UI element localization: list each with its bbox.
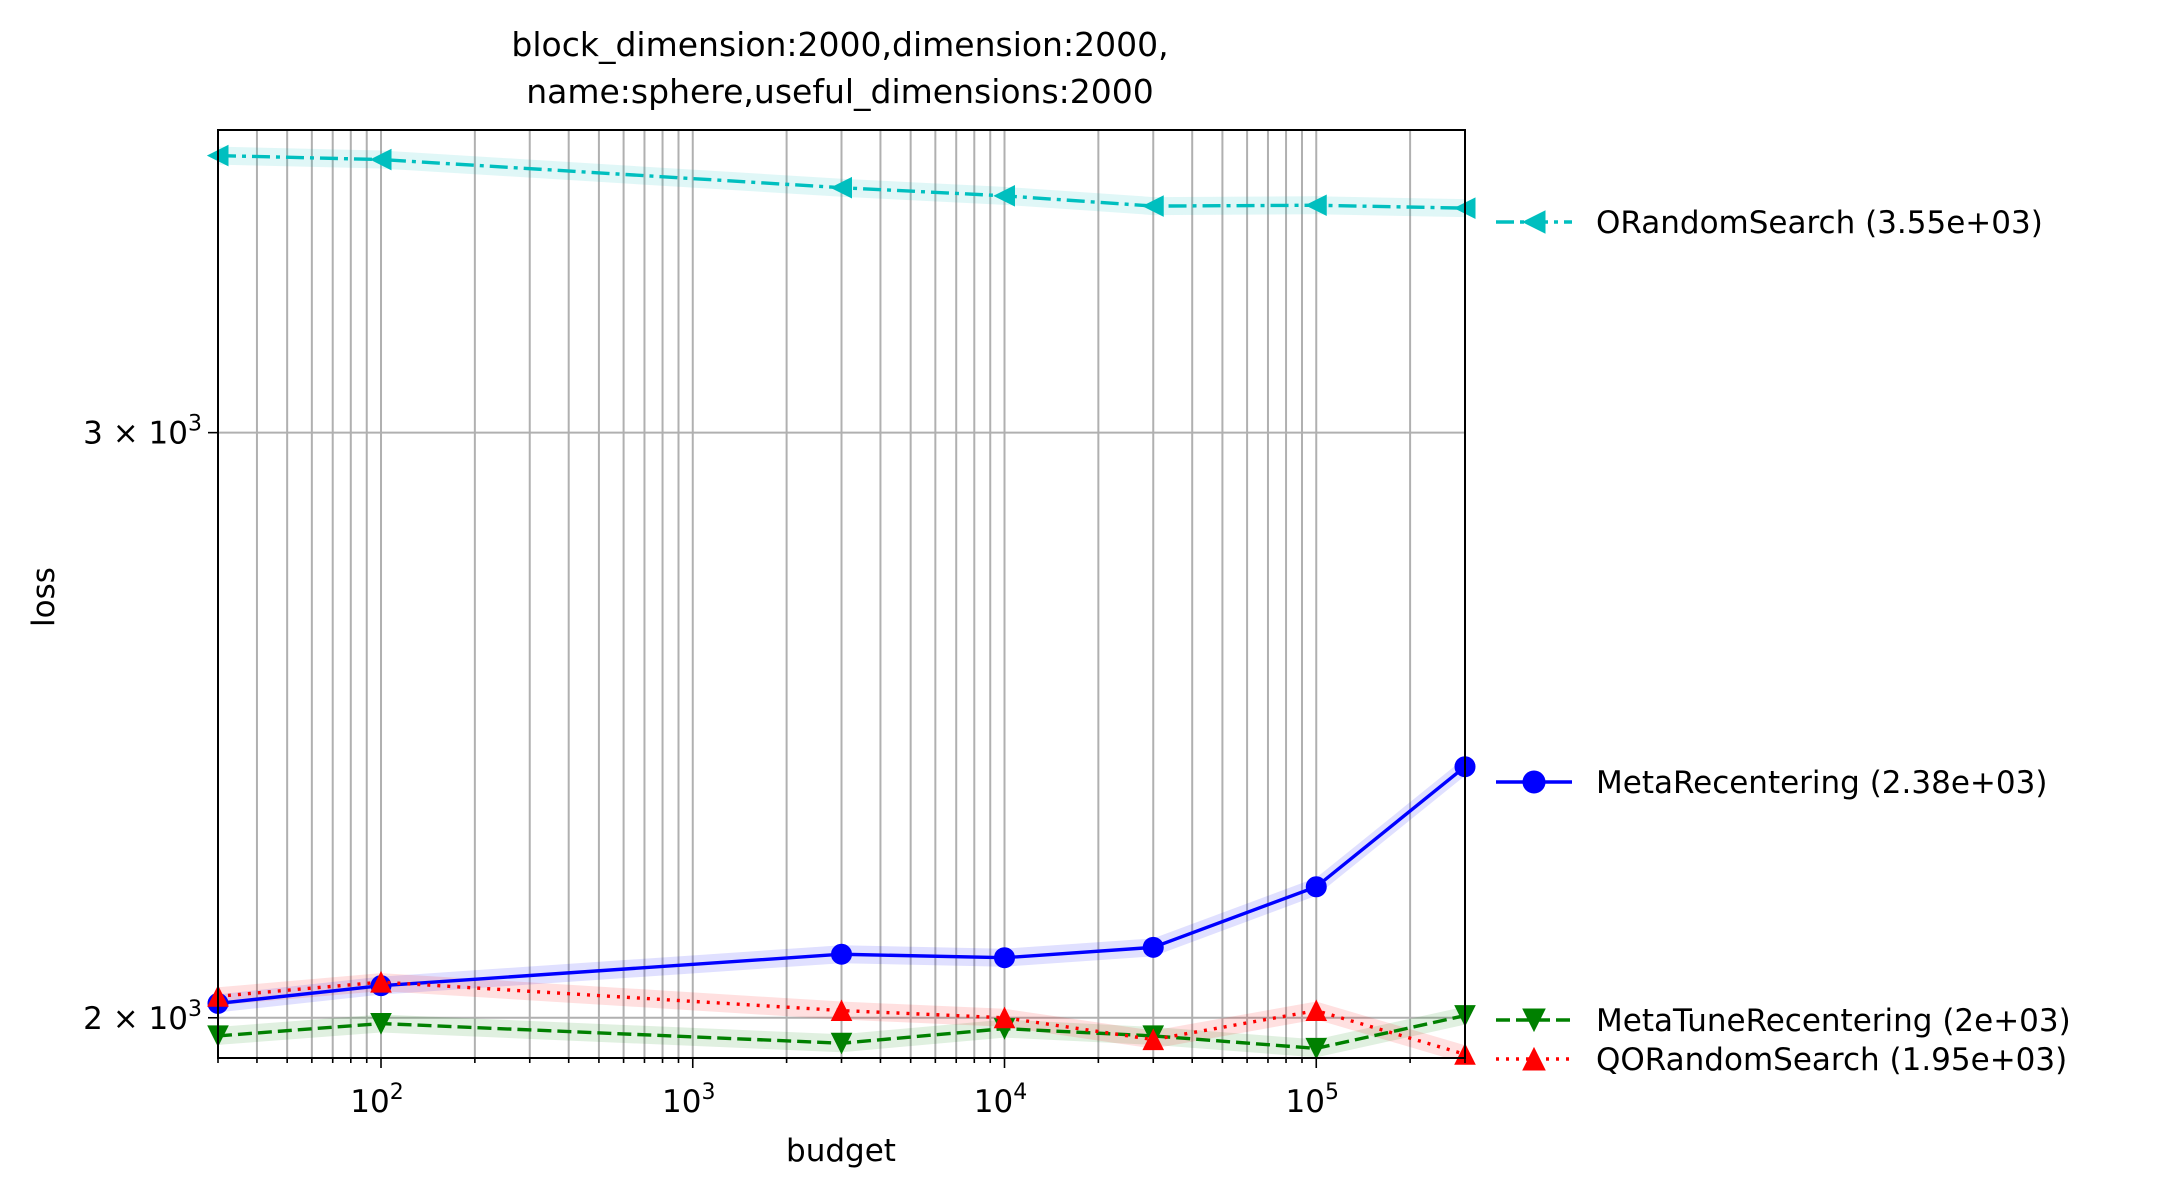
data-point-3-5 xyxy=(1305,999,1328,1022)
legend-marker-1 xyxy=(1522,770,1546,794)
data-point-2-5 xyxy=(1305,1037,1328,1060)
data-point-0-1 xyxy=(369,148,392,171)
legend: ORandomSearch (3.55e+03) MetaRecentering … xyxy=(1496,205,2071,1078)
series-lines xyxy=(206,144,1476,1065)
grid xyxy=(217,130,1466,1058)
x-tick-label: 105 xyxy=(1286,1080,1339,1120)
data-point-0-3 xyxy=(993,185,1016,207)
data-point-1-2 xyxy=(831,943,852,965)
legend-label-0: ORandomSearch (3.55e+03) xyxy=(1596,205,2043,241)
data-point-0-5 xyxy=(1305,194,1327,217)
legend-label-2: MetaTuneRecentering (2e+03) xyxy=(1596,1003,2071,1039)
data-point-1-5 xyxy=(1305,876,1327,898)
data-point-3-2 xyxy=(830,999,853,1022)
y-tick-label: 3 × 103 xyxy=(83,412,202,452)
confidence-band-0 xyxy=(218,146,1465,218)
data-point-0-4 xyxy=(1142,195,1164,217)
legend-label-3: QORandomSearch (1.95e+03) xyxy=(1596,1042,2067,1078)
chart-title-line-1: block_dimension:2000,dimension:2000, xyxy=(511,25,1168,64)
y-tick-label: 2 × 103 xyxy=(83,997,202,1037)
data-point-3-4 xyxy=(1142,1028,1165,1051)
data-point-2-1 xyxy=(370,1013,392,1035)
data-point-1-4 xyxy=(1142,936,1164,958)
legend-marker-2 xyxy=(1522,1008,1546,1033)
chart-title-line-2: name:sphere,useful_dimensions:2000 xyxy=(526,72,1154,111)
y-axis-label: loss xyxy=(26,567,62,627)
data-point-0-2 xyxy=(830,176,852,199)
data-point-3-3 xyxy=(993,1006,1016,1029)
data-point-2-2 xyxy=(830,1032,853,1055)
legend-label-1: MetaRecentering (2.38e+03) xyxy=(1596,765,2047,801)
y-axis-ticks: 2 × 103 3 × 103 xyxy=(83,412,218,1037)
x-tick-label: 104 xyxy=(974,1080,1027,1120)
x-tick-label: 103 xyxy=(662,1080,715,1120)
data-point-1-3 xyxy=(994,947,1016,969)
legend-marker-0 xyxy=(1521,210,1546,234)
x-axis-ticks: 102 103 104 105 xyxy=(217,1058,1466,1120)
x-axis-label: budget xyxy=(786,1133,896,1169)
data-point-3-1 xyxy=(370,971,392,993)
x-tick-label: 102 xyxy=(350,1080,403,1120)
legend-marker-3 xyxy=(1522,1046,1546,1071)
